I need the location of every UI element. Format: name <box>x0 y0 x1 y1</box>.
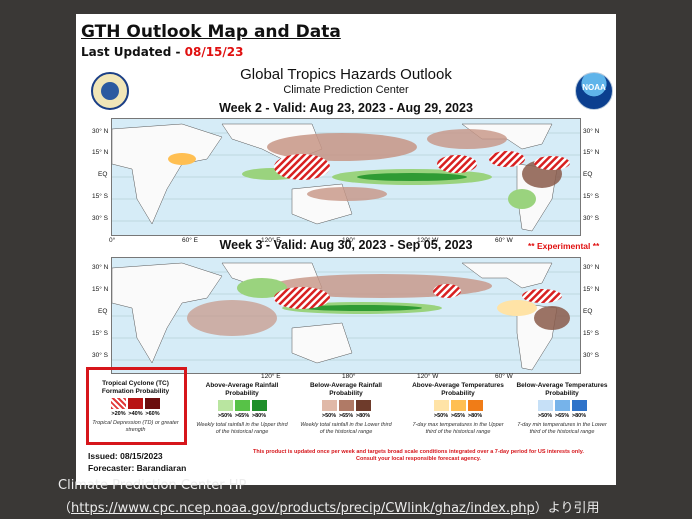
product-note: This product is updated once per week an… <box>226 449 611 463</box>
w3-lon-2: 120° E <box>261 373 281 380</box>
w3-lat-left-3: 15° S <box>92 330 108 337</box>
w2-lat-left-2: EQ <box>98 171 108 178</box>
w3-lat-left-2: EQ <box>98 308 108 315</box>
w3-lat-right-3: 15° S <box>583 330 599 337</box>
w3-lon-3: 180° <box>342 373 356 380</box>
commerce-seal-icon <box>91 72 129 110</box>
last-updated-date: 08/15/23 <box>184 45 244 59</box>
legend-rain-below-swatch-0 <box>321 400 337 411</box>
legend-tc-swatch-1 <box>128 398 143 409</box>
legend-tc-label-1: >40% <box>128 411 143 417</box>
legend-tc-swatch-2 <box>145 398 160 409</box>
legend-rain-below-desc: Weekly total rainfall in the Lower third… <box>300 422 392 435</box>
legend-temp-below: Below-Average Temperatures Probability >… <box>514 382 610 435</box>
issued-date: Issued: 08/15/2023 <box>88 451 163 461</box>
forecaster: Forecaster: Barandiaran <box>88 463 187 473</box>
last-updated-label: Last Updated - <box>81 45 185 59</box>
legend-temp-below-swatch-0 <box>537 400 553 411</box>
legend-tc-label-2: >60% <box>145 411 160 417</box>
w2-lat-left-3: 15° S <box>92 193 108 200</box>
w2-lat-left-4: 30° S <box>92 215 108 222</box>
experimental-label: ** Experimental ** <box>528 241 600 251</box>
tc-legend-highlight <box>86 367 187 445</box>
w2-lat-right-0: 30° N <box>583 128 600 135</box>
legend-tc: Tropical Cyclone (TC) Formation Probabil… <box>88 380 183 433</box>
legend-rain-below-title: Below-Average Rainfall Probability <box>309 382 382 397</box>
w2-lon-0: 0° <box>109 237 116 244</box>
product-subtitle: Climate Prediction Center <box>283 84 409 96</box>
legend-rain-below-swatch-2 <box>355 400 371 411</box>
week3-title: Week 3 - Valid: Aug 30, 2023 - Sep 05, 2… <box>219 238 473 252</box>
w2-lat-right-4: 30° S <box>583 215 599 222</box>
legend-rain-above: Above-Average Rainfall Probability >50% >… <box>194 382 290 435</box>
legend-rain-below-swatch-1 <box>338 400 354 411</box>
credit-link-line: （https://www.cpc.ncep.noaa.gov/products/… <box>58 501 600 516</box>
w3-lat-right-4: 30° S <box>583 352 599 359</box>
week2-map <box>111 118 581 236</box>
noaa-logo-icon: NOAA <box>575 72 613 110</box>
week2-title: Week 2 - Valid: Aug 23, 2023 - Aug 29, 2… <box>219 101 473 115</box>
w3-lon-5: 60° W <box>495 373 513 380</box>
legend-tc-title: Tropical Cyclone (TC) Formation Probabil… <box>101 380 170 395</box>
legend-temp-below-title: Below-Average Temperatures Probability <box>516 382 608 397</box>
w2-lon-1: 60° E <box>182 237 198 244</box>
product-note-line1: This product is updated once per week an… <box>253 449 584 455</box>
w2-lon-3: 180° <box>342 237 356 244</box>
legend-temp-above-desc: 7-day max temperatures in the Upper thir… <box>412 422 504 435</box>
legend-temp-above-swatch-2 <box>467 400 483 411</box>
w2-lat-left-1: 15° N <box>92 149 109 156</box>
outlook-panel: GTH Outlook Map and Data Last Updated - … <box>76 14 616 485</box>
w3-lat-left-0: 30° N <box>92 264 109 271</box>
legend-tc-desc: Tropical Depression (TD) or greater stre… <box>92 420 179 433</box>
w2-lat-left-0: 30° N <box>92 128 109 135</box>
w3-lon-4: 120° W <box>417 373 439 380</box>
w3-lat-left-4: 30° S <box>92 352 108 359</box>
legend-rain-above-swatch-1 <box>234 400 250 411</box>
legend-tc-label-0: >20% <box>111 411 126 417</box>
legend-temp-above-title: Above-Average Temperatures Probability <box>412 382 504 397</box>
page-title: GTH Outlook Map and Data <box>81 22 341 42</box>
legend-temp-above: Above-Average Temperatures Probability >… <box>410 382 506 435</box>
legend-temp-above-swatch-1 <box>450 400 466 411</box>
legend-rain-above-title: Above-Average Rainfall Probability <box>205 382 279 397</box>
legend-rain-below: Below-Average Rainfall Probability >50% >… <box>298 382 394 435</box>
product-title: Global Tropics Hazards Outlook <box>240 66 452 83</box>
product-note-line2: Consult your local responsible forecast … <box>356 456 481 462</box>
legend-temp-below-swatch-2 <box>571 400 587 411</box>
credit-source: Climate Prediction Center HP <box>58 478 247 493</box>
w2-lon-5: 60° W <box>495 237 513 244</box>
w2-lat-right-2: EQ <box>583 171 593 178</box>
source-link[interactable]: https://www.cpc.ncep.noaa.gov/products/p… <box>71 501 535 516</box>
legend-temp-below-swatch-1 <box>554 400 570 411</box>
last-updated: Last Updated - 08/15/23 <box>81 45 244 59</box>
w3-lat-right-2: EQ <box>583 308 593 315</box>
w2-lat-right-3: 15° S <box>583 193 599 200</box>
w2-lat-right-1: 15° N <box>583 149 600 156</box>
legend-temp-below-desc: 7-day min temperatures in the Lower thir… <box>517 422 607 435</box>
legend-rain-above-desc: Weekly total rainfall in the Upper third… <box>196 422 288 435</box>
legend-rain-above-swatch-2 <box>251 400 267 411</box>
legend-temp-above-swatch-0 <box>433 400 449 411</box>
w3-lat-right-0: 30° N <box>583 264 600 271</box>
legend-rain-above-swatch-0 <box>217 400 233 411</box>
legend-tc-swatch-0 <box>111 398 126 409</box>
week3-map <box>111 257 581 374</box>
w2-lon-4: 120° W <box>417 237 439 244</box>
w3-lat-right-1: 15° N <box>583 286 600 293</box>
w2-lon-2: 120° E <box>261 237 281 244</box>
w3-lat-left-1: 15° N <box>92 286 109 293</box>
